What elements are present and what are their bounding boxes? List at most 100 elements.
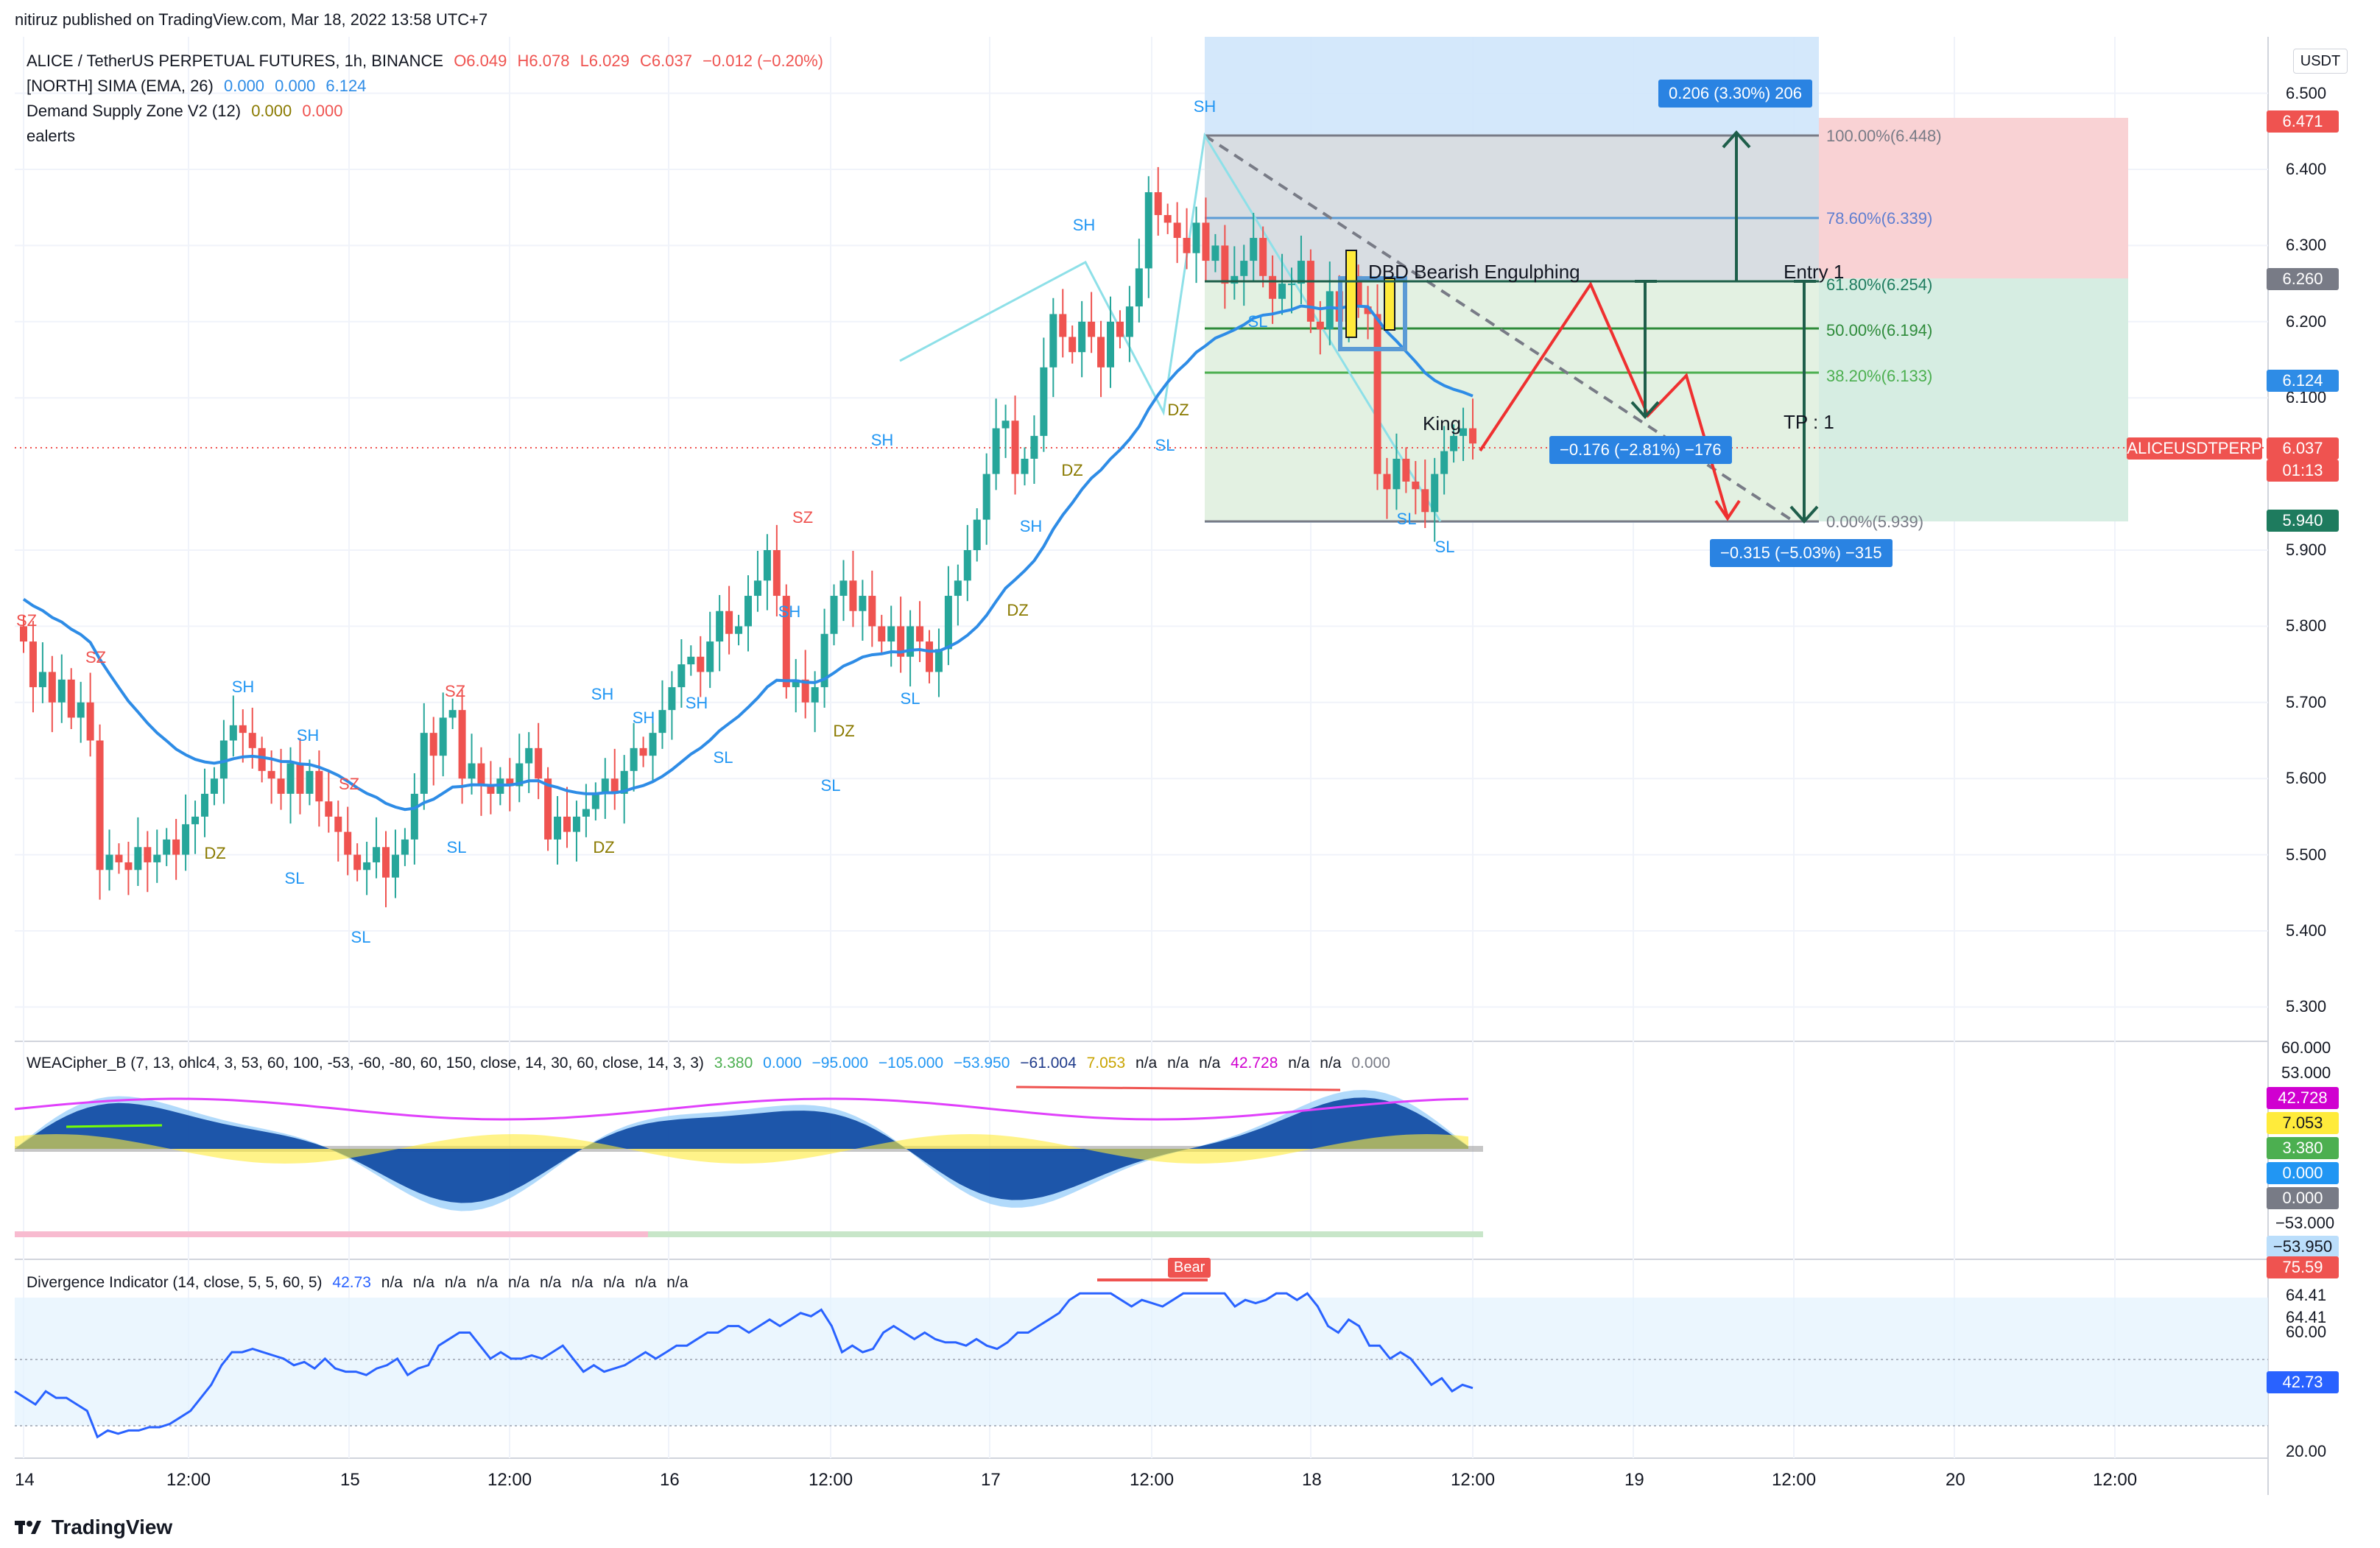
marker-sl-19: SL — [1435, 538, 1455, 556]
cipher-v2: −95.000 — [811, 1055, 869, 1072]
time-tick-1: 12:00 — [166, 1470, 211, 1490]
ealerts-legend[interactable]: ealerts — [27, 127, 76, 145]
candle-body-29 — [296, 763, 304, 794]
zone-green — [1819, 278, 2128, 521]
measure-up[interactable]: 0.206 (3.30%) 206 — [1658, 80, 1813, 108]
candle-body-94 — [916, 626, 924, 642]
fib-786-label: 78.60%(6.339) — [1826, 209, 1933, 228]
pattern-label[interactable]: DBD Bearish Engulphing — [1368, 261, 1580, 283]
candle-body-148 — [1431, 474, 1439, 513]
king-label[interactable]: King — [1423, 412, 1462, 435]
tp-label[interactable]: TP : 1 — [1784, 411, 1834, 433]
div-na-4: n/a — [507, 1274, 530, 1291]
marker-dz-29: DZ — [1061, 461, 1082, 479]
div-na-6: n/a — [571, 1274, 594, 1291]
candle-body-69 — [677, 664, 686, 688]
entry-label[interactable]: Entry 1 — [1784, 261, 1845, 283]
candle-body-93 — [906, 626, 915, 657]
countdown-tag: 01:13 — [2267, 460, 2339, 482]
candle-body-124 — [1202, 222, 1210, 261]
candle-body-24 — [248, 733, 256, 748]
candle-body-73 — [716, 611, 724, 642]
divergence-legend[interactable]: Divergence Indicator (14, close, 5, 5, 6… — [27, 1274, 694, 1292]
candle-body-92 — [897, 626, 905, 657]
marker-sh-6: SH — [871, 431, 894, 449]
candle-body-110 — [1068, 337, 1077, 353]
candle-body-63 — [620, 770, 628, 794]
sima-legend[interactable]: [NORTH] SIMA (EMA, 26) 0.000 0.000 6.124 — [27, 77, 372, 96]
candle-body-23 — [239, 725, 247, 733]
candle-body-55 — [544, 778, 552, 840]
symbol-legend[interactable]: ALICE / TetherUS PERPETUAL FUTURES, 1h, … — [27, 52, 829, 71]
candle-body-105 — [1021, 458, 1029, 474]
marker-sh-8: SH — [1073, 216, 1096, 234]
currency-button[interactable]: USDT — [2293, 49, 2348, 74]
candle-body-44 — [439, 717, 447, 756]
candle-body-117 — [1135, 268, 1143, 307]
high-price-tag: 6.471 — [2267, 110, 2339, 133]
fib-100-label: 100.00%(6.448) — [1826, 127, 1942, 145]
marker-dz-30: DZ — [1167, 401, 1189, 419]
marker-sz-21: SZ — [85, 648, 106, 666]
marker-sl-11: SL — [351, 928, 371, 946]
candle-body-4 — [57, 679, 66, 703]
candle-body-1 — [29, 641, 37, 688]
candle-body-58 — [572, 816, 580, 832]
price-tick-7: 5.700 — [2286, 692, 2327, 711]
candle-body-111 — [1078, 321, 1086, 353]
last-price-tag: 6.037 — [2267, 437, 2339, 460]
candle-body-57 — [563, 816, 571, 832]
candle-body-15 — [163, 839, 171, 855]
candle-body-48 — [477, 763, 485, 787]
candle-body-14 — [153, 854, 161, 862]
cipher-v8: n/a — [1167, 1055, 1189, 1072]
cipher-v4: −53.950 — [953, 1055, 1010, 1072]
time-tick-4: 16 — [660, 1470, 680, 1490]
candle-body-37 — [373, 847, 381, 862]
measure-mid[interactable]: −0.176 (−2.81%) −176 — [1549, 436, 1732, 464]
level-price-tag: 6.260 — [2267, 268, 2339, 290]
cipher-red-segment — [1015, 1086, 1341, 1091]
candle-body-122 — [1183, 238, 1191, 253]
candle-body-11 — [124, 862, 133, 870]
cipher-v12: n/a — [1320, 1055, 1342, 1072]
candle-body-116 — [1125, 306, 1133, 337]
candle-body-130 — [1259, 238, 1267, 276]
cipher-moneyflow — [15, 1134, 1468, 1164]
price-tick-9: 5.500 — [2286, 845, 2327, 864]
candle-body-128 — [1240, 261, 1248, 276]
marker-sl-14: SL — [821, 776, 841, 795]
cipher-legend[interactable]: WEACipher_B (7, 13, ohlc4, 3, 53, 60, 10… — [27, 1055, 1396, 1072]
candle-body-120 — [1163, 215, 1172, 223]
candle-body-90 — [878, 626, 886, 642]
candle-body-27 — [277, 778, 285, 794]
candle-body-125 — [1211, 245, 1219, 261]
div-na-3: n/a — [476, 1274, 499, 1291]
candle-body-112 — [1088, 321, 1096, 337]
candle-body-80 — [782, 596, 790, 688]
sima-v3: 6.124 — [325, 77, 367, 95]
candle-body-20 — [210, 778, 218, 794]
cipher-tag-6: −53.950 — [2267, 1236, 2339, 1258]
measure-low[interactable]: −0.315 (−5.03%) −315 — [1710, 539, 1893, 567]
dsz-legend[interactable]: Demand Supply Zone V2 (12) 0.000 0.000 — [27, 102, 348, 121]
candle-body-96 — [934, 649, 943, 672]
cipher-v5: −61.004 — [1020, 1055, 1077, 1072]
candle-body-60 — [591, 793, 599, 809]
marker-sl-18: SL — [1397, 510, 1417, 528]
candle-body-33 — [334, 816, 342, 832]
cipher-v10: 42.728 — [1231, 1055, 1278, 1072]
candle-body-70 — [687, 656, 695, 665]
ema-price-tag: 6.124 — [2267, 370, 2339, 392]
cipher-rsi-line — [14, 1097, 1469, 1121]
zone-red — [1819, 118, 2128, 278]
candle-body-95 — [926, 641, 933, 672]
candle-body-6 — [77, 702, 85, 718]
time-tick-0: 14 — [15, 1470, 35, 1490]
candle-body-2 — [38, 672, 46, 688]
div-line — [14, 1292, 1474, 1439]
tradingview-logo[interactable]: TradingView — [15, 1516, 172, 1539]
candle-body-115 — [1116, 321, 1124, 337]
